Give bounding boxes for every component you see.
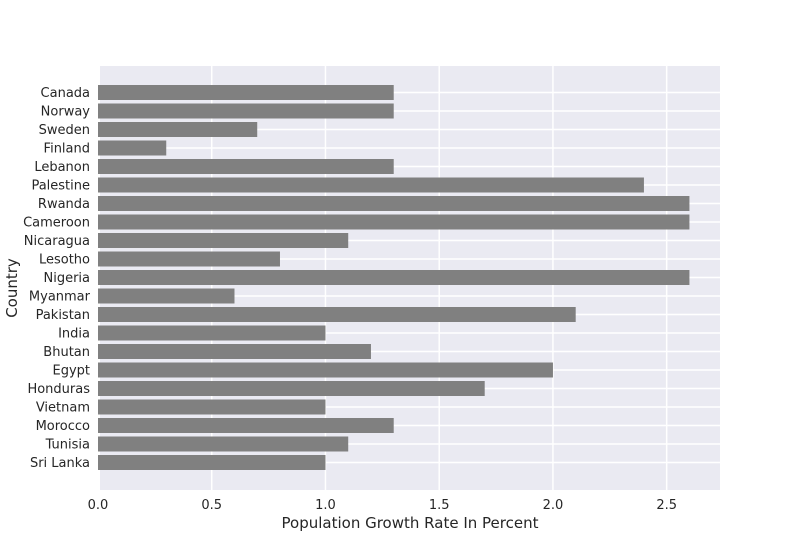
x-tick-label-5: 2.5 [656, 498, 677, 513]
y-tick-label-sri-lanka: Sri Lanka [30, 456, 90, 471]
bar-myanmar [98, 288, 235, 304]
bar-sri-lanka [98, 455, 326, 470]
y-tick-label-canada: Canada [41, 86, 90, 101]
y-tick-label-myanmar: Myanmar [29, 290, 91, 305]
y-tick-label-lebanon: Lebanon [34, 160, 90, 175]
y-tick-labels: Canada Norway Sweden Finland Lebanon Palestin… [23, 86, 91, 471]
bar-india [98, 325, 326, 341]
y-tick-label-honduras: Honduras [27, 382, 90, 397]
y-tick-label-sweden: Sweden [39, 123, 90, 138]
y-tick-label-egypt: Egypt [52, 364, 90, 379]
bar-egypt [98, 362, 553, 378]
x-axis-label: Population Growth Rate In Percent [282, 514, 539, 532]
y-tick-label-norway: Norway [41, 105, 91, 120]
y-tick-label-rwanda: Rwanda [38, 197, 90, 212]
x-tick-label-2: 1.0 [315, 498, 336, 513]
y-tick-label-lesotho: Lesotho [39, 253, 90, 268]
bar-canada [98, 85, 394, 100]
y-tick-label-bhutan: Bhutan [43, 345, 90, 360]
bar-nigeria [98, 270, 690, 285]
y-tick-label-tunisia: Tunisia [45, 438, 90, 453]
bar-cameroon [98, 214, 690, 230]
x-tick-label-1: 0.5 [201, 498, 222, 513]
bar-morocco [98, 418, 394, 433]
y-tick-label-vietnam: Vietnam [36, 401, 90, 416]
bar-sweden [98, 122, 258, 137]
bar-bhutan [98, 344, 371, 359]
y-tick-label-nigeria: Nigeria [43, 271, 90, 286]
bar-lebanon [98, 159, 394, 174]
y-tick-label-finland: Finland [44, 142, 90, 157]
x-tick-label-4: 2.0 [543, 498, 564, 513]
bar-finland [98, 140, 167, 156]
bar-pakistan [98, 307, 576, 322]
bar-norway [98, 103, 394, 119]
bar-honduras [98, 381, 485, 396]
y-tick-label-nicaragua: Nicaragua [24, 234, 90, 249]
y-tick-label-palestine: Palestine [31, 179, 90, 194]
bar-lesotho [98, 251, 280, 267]
x-tick-labels: 0.0 0.5 1.0 1.5 2.0 2.5 [88, 498, 677, 513]
bar-palestine [98, 177, 644, 193]
x-tick-label-0: 0.0 [88, 498, 109, 513]
y-tick-label-cameroon: Cameroon [23, 216, 90, 231]
bar-rwanda [98, 196, 690, 211]
y-axis-label: Country [3, 258, 21, 318]
y-tick-label-pakistan: Pakistan [36, 308, 90, 323]
bars [98, 85, 690, 470]
bar-vietnam [98, 399, 326, 415]
bar-tunisia [98, 436, 349, 452]
x-tick-label-3: 1.5 [429, 498, 450, 513]
bar-nicaragua [98, 233, 349, 248]
y-tick-label-india: India [58, 327, 90, 342]
y-tick-label-morocco: Morocco [36, 419, 90, 434]
